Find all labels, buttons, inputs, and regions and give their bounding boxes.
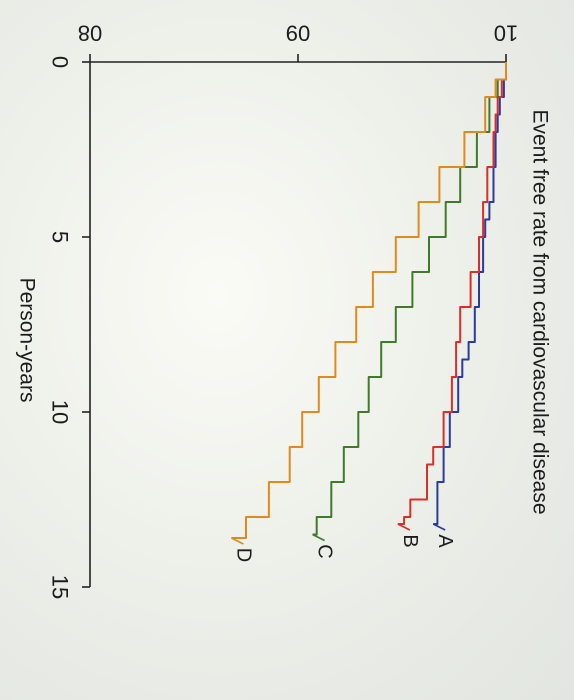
y-tick-label: 09 (286, 21, 310, 46)
y-axis-label: Event free rate from cardiovascular dise… (529, 109, 552, 514)
series-line-c (312, 62, 507, 536)
series-line-d (231, 62, 507, 539)
x-tick-label: 0 (48, 56, 73, 68)
y-tick-label: 08 (78, 21, 102, 46)
x-tick-label: 10 (48, 400, 73, 424)
x-tick-label: 5 (48, 231, 73, 243)
series-leader-d (231, 537, 244, 545)
series-leader-c (312, 533, 325, 542)
series-line-b (397, 62, 507, 525)
x-axis-label: Person-years (16, 278, 39, 403)
series-leader-b (397, 523, 411, 531)
series-lines (231, 62, 507, 545)
series-label-c: C (314, 544, 336, 558)
series-label-d: D (232, 548, 254, 562)
axes (82, 54, 507, 588)
series-label-a: A (434, 534, 456, 548)
x-tick-label: 15 (48, 575, 73, 599)
y-tick-label: 10 (494, 21, 518, 46)
series-label-b: B (399, 534, 421, 547)
labels: 0 5 10 15 08 09 10 Person-years Event free rate … (16, 21, 552, 600)
series-leader-a (432, 523, 446, 531)
